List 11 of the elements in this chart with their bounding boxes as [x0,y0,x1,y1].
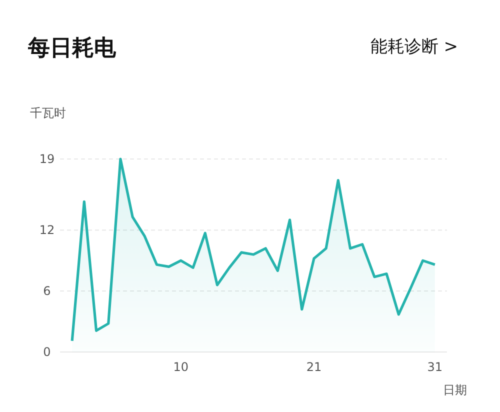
text: 能耗诊断 > [370,37,458,57]
y-tick-label: 6 [43,284,51,298]
x-tick-label: 31 [427,360,443,374]
y-tick-label: 19 [39,152,55,166]
y-tick-label: 12 [39,223,55,238]
y-axis-title: 千瓦时 [30,106,66,120]
chart-title: 每日耗电 [27,36,117,61]
y-tick-label: 0 [43,345,51,359]
x-tick-label: 10 [173,360,189,374]
x-axis-title: 日期 [443,383,467,397]
x-tick-label: 21 [306,360,322,374]
